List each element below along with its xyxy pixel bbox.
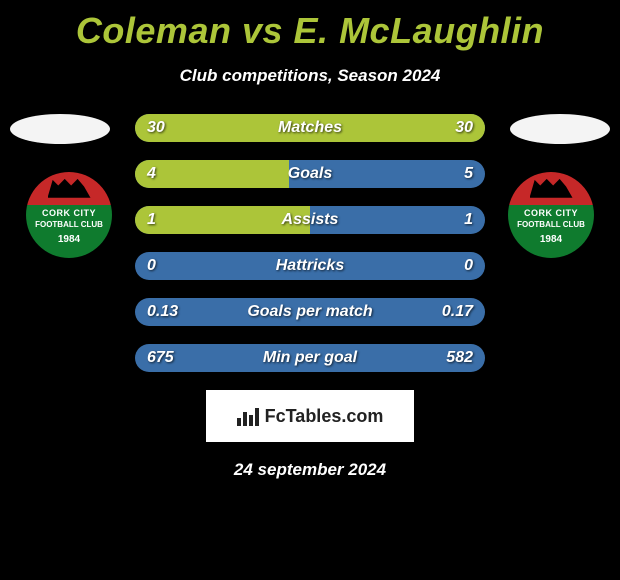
stat-row: Matches30 30 <box>135 114 485 142</box>
stat-row: Goals per match0.13 0.17 <box>135 298 485 326</box>
subtitle: Club competitions, Season 2024 <box>0 66 620 86</box>
player-left-name: Coleman <box>76 10 232 51</box>
stat-value-right: 0 <box>464 252 473 280</box>
stat-value-right: 582 <box>446 344 473 372</box>
stat-row: Min per goal675 582 <box>135 344 485 372</box>
stat-value-left: 1 <box>147 206 156 234</box>
crest-year: 1984 <box>26 234 112 245</box>
crest-line2: FOOTBALL CLUB <box>508 220 594 229</box>
stat-value-right: 30 <box>455 114 473 142</box>
footer-date: 24 september 2024 <box>0 460 620 480</box>
crest-line2: FOOTBALL CLUB <box>26 220 112 229</box>
stat-value-left: 4 <box>147 160 156 188</box>
stat-row: Assists1 1 <box>135 206 485 234</box>
stat-value-left: 0.13 <box>147 298 178 326</box>
player-ellipse-left <box>10 114 110 144</box>
stat-label: Goals per match <box>135 298 485 326</box>
stat-label: Hattricks <box>135 252 485 280</box>
stat-row: Hattricks0 0 <box>135 252 485 280</box>
stat-bars: Matches30 30 Goals4 5 Assists1 1 Hattricks0 0 Go… <box>135 114 485 372</box>
stat-value-left: 30 <box>147 114 165 142</box>
stat-value-right: 5 <box>464 160 473 188</box>
club-crest-left: CORK CITY FOOTBALL CLUB 1984 <box>26 172 112 258</box>
stat-label: Assists <box>135 206 485 234</box>
player-right-name: E. McLaughlin <box>294 10 545 51</box>
page-title: Coleman vs E. McLaughlin <box>0 0 620 52</box>
comparison-panel: CORK CITY FOOTBALL CLUB 1984 CORK CITY F… <box>0 114 620 480</box>
crest-line1: CORK CITY <box>508 208 594 218</box>
player-ellipse-right <box>510 114 610 144</box>
crest-line1: CORK CITY <box>26 208 112 218</box>
brand-box[interactable]: FcTables.com <box>206 390 414 442</box>
brand-text: FcTables.com <box>265 406 384 427</box>
stat-value-left: 0 <box>147 252 156 280</box>
brand-bars-icon <box>237 406 259 426</box>
crest-year: 1984 <box>508 234 594 245</box>
stat-row: Goals4 5 <box>135 160 485 188</box>
vs-text: vs <box>242 10 283 51</box>
stat-label: Goals <box>135 160 485 188</box>
stat-value-right: 0.17 <box>442 298 473 326</box>
stat-label: Matches <box>135 114 485 142</box>
club-crest-right: CORK CITY FOOTBALL CLUB 1984 <box>508 172 594 258</box>
stat-label: Min per goal <box>135 344 485 372</box>
stat-value-right: 1 <box>464 206 473 234</box>
stat-value-left: 675 <box>147 344 174 372</box>
